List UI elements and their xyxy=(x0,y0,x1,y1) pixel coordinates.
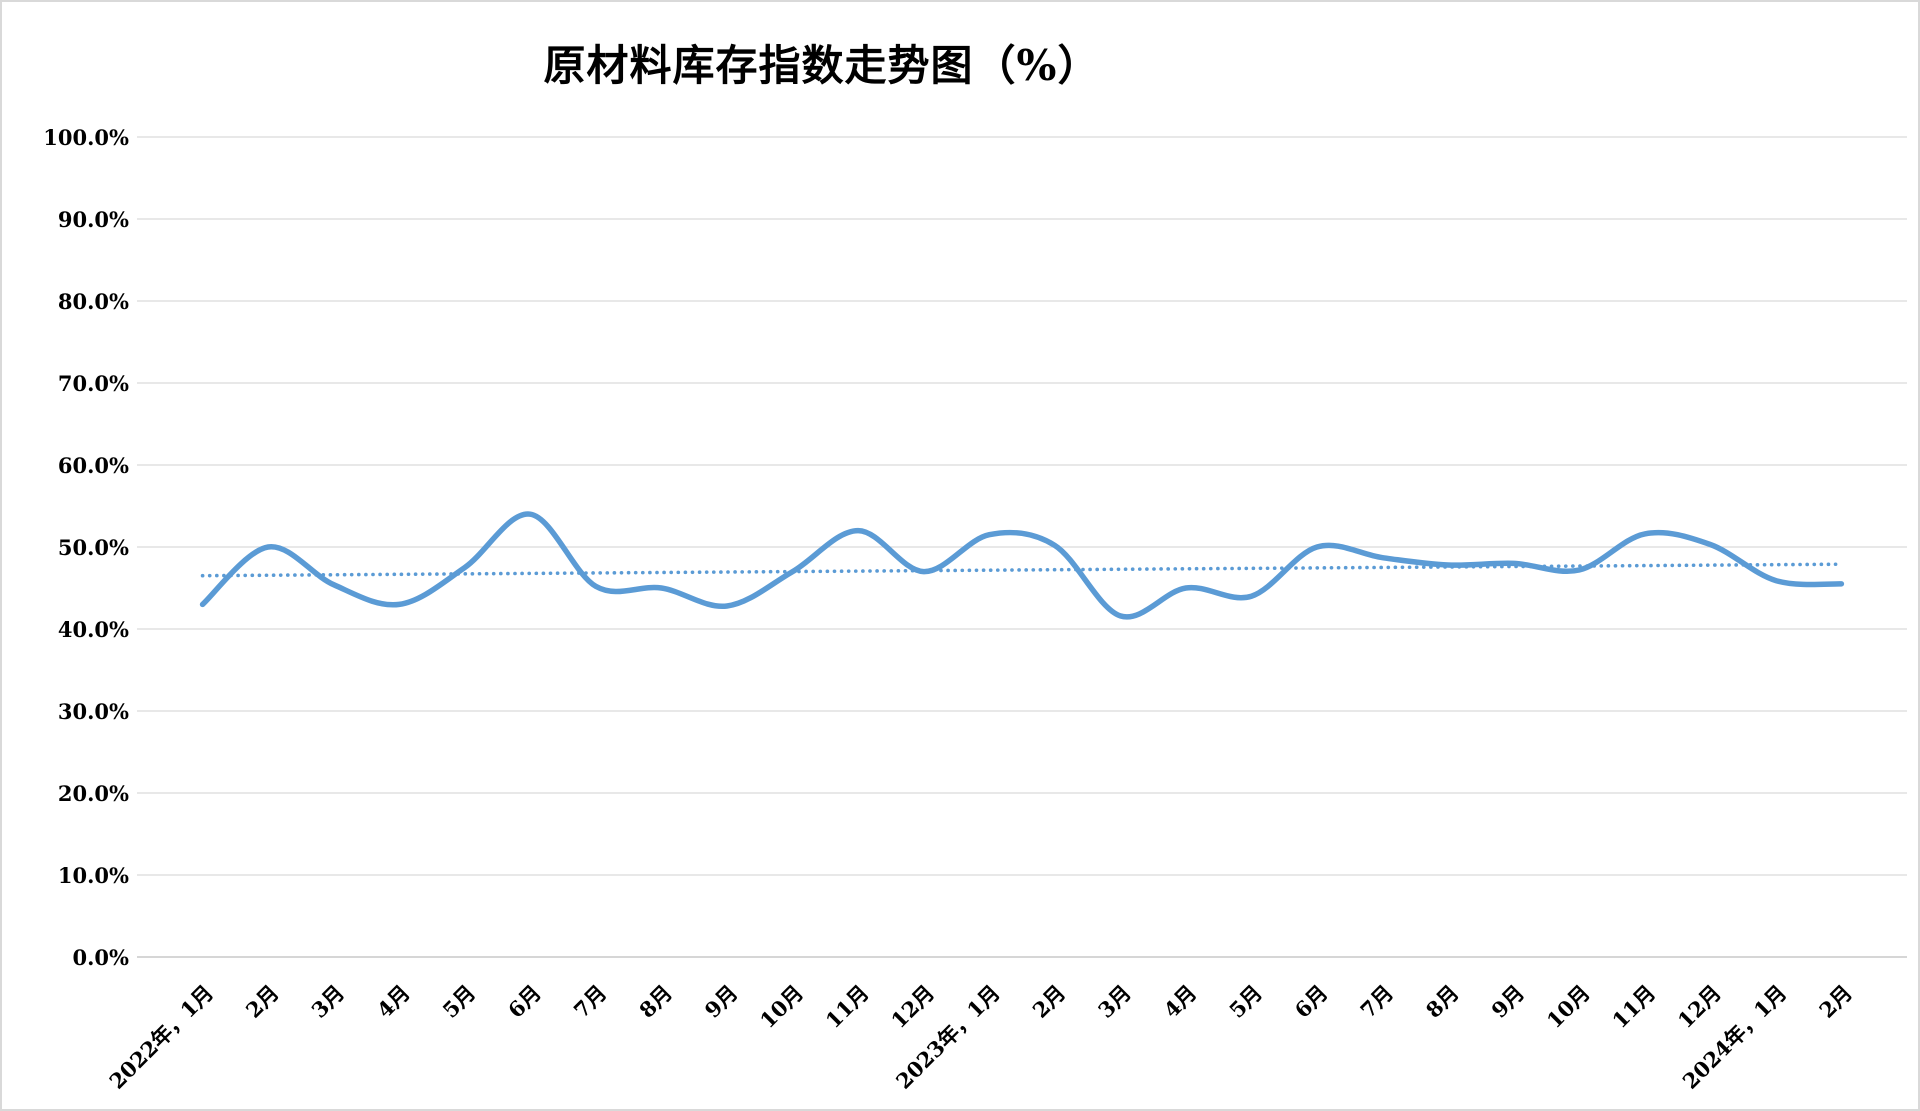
x-axis-tick-label: 2月 xyxy=(241,980,284,1023)
x-axis-tick-label: 7月 xyxy=(1355,980,1398,1023)
x-axis-tick-label: 2月 xyxy=(1027,980,1070,1023)
x-axis-tick-label: 4月 xyxy=(1159,980,1202,1023)
y-axis-tick-label: 10.0% xyxy=(58,863,129,888)
y-axis-tick-label: 100.0% xyxy=(43,125,129,150)
x-axis-tick-label: 2月 xyxy=(1814,980,1857,1023)
x-axis-tick-label: 8月 xyxy=(634,980,677,1023)
x-axis-tick-label: 10月 xyxy=(1542,980,1595,1033)
x-axis-tick-label: 2022年，1月 xyxy=(104,980,218,1094)
x-axis-tick-label: 6月 xyxy=(503,980,546,1023)
y-axis-tick-label: 70.0% xyxy=(58,371,129,396)
x-axis-tick-label: 9月 xyxy=(700,980,743,1023)
x-axis-tick-label: 3月 xyxy=(1093,980,1136,1023)
y-axis-tick-label: 0.0% xyxy=(73,945,130,970)
x-axis-tick-label: 12月 xyxy=(886,980,939,1033)
x-axis-tick-label: 10月 xyxy=(755,980,808,1033)
x-axis-tick-label: 4月 xyxy=(372,980,415,1023)
x-axis-tick-label: 6月 xyxy=(1290,980,1333,1023)
x-axis-tick-label: 3月 xyxy=(306,980,349,1023)
x-axis-tick-label: 7月 xyxy=(569,980,612,1023)
y-axis-tick-label: 80.0% xyxy=(58,289,129,314)
y-axis-tick-label: 40.0% xyxy=(58,617,129,642)
x-axis-tick-label: 12月 xyxy=(1673,980,1726,1033)
x-axis-tick-label: 5月 xyxy=(437,980,480,1023)
x-axis-tick-label: 11月 xyxy=(820,980,873,1033)
chart-title: 原材料库存指数走势图（%） xyxy=(543,41,1101,90)
x-axis-tick-label: 9月 xyxy=(1486,980,1529,1023)
y-axis-tick-label: 20.0% xyxy=(58,781,129,806)
x-axis-tick-label: 8月 xyxy=(1421,980,1464,1023)
y-axis-tick-label: 50.0% xyxy=(58,535,129,560)
y-axis-tick-label: 30.0% xyxy=(58,699,129,724)
x-axis-tick-label: 11月 xyxy=(1607,980,1660,1033)
y-axis-tick-label: 60.0% xyxy=(58,453,129,478)
series-line-raw-material-inventory-index xyxy=(199,511,1845,620)
y-axis-tick-label: 90.0% xyxy=(58,207,129,232)
x-axis-tick-label: 5月 xyxy=(1224,980,1267,1023)
